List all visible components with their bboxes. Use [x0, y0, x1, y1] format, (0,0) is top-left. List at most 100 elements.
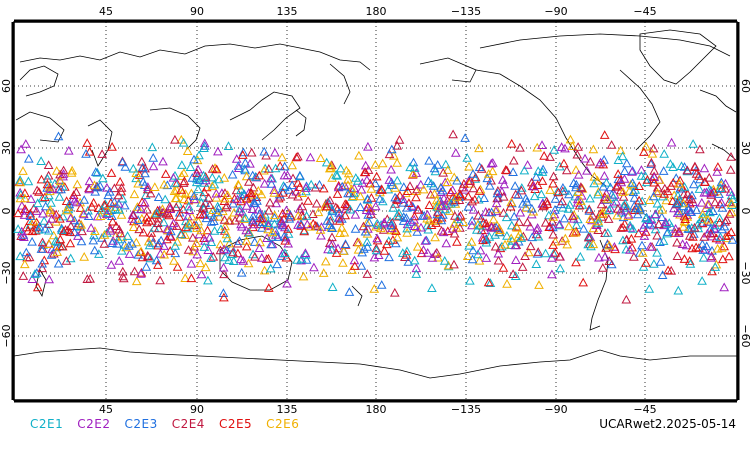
occultation-marker: [556, 142, 567, 151]
occultation-marker: [280, 235, 291, 245]
occultation-marker: [114, 255, 125, 265]
occultation-marker: [340, 180, 350, 190]
occultation-marker: [219, 196, 230, 205]
occultation-marker: [412, 184, 422, 194]
occultation-marker: [293, 211, 303, 220]
occultation-marker: [252, 195, 262, 205]
occultation-marker: [203, 275, 213, 285]
occultation-marker: [204, 200, 215, 209]
occultation-marker: [138, 176, 149, 186]
occultation-marker: [327, 223, 337, 232]
occultation-marker: [424, 215, 435, 225]
occultation-marker: [247, 217, 258, 226]
occultation-marker: [693, 223, 704, 233]
occultation-marker: [612, 210, 622, 220]
occultation-marker: [450, 147, 461, 157]
occultation-marker: [263, 224, 273, 234]
occultation-marker: [537, 167, 548, 176]
occultation-marker: [468, 204, 479, 214]
latitude-tick-label: 30: [0, 141, 13, 155]
occultation-marker: [214, 211, 225, 221]
occultation-marker: [339, 227, 350, 237]
occultation-marker: [402, 246, 412, 256]
occultation-marker: [512, 222, 522, 232]
occultation-marker: [263, 283, 274, 292]
occultation-marker: [332, 170, 343, 180]
occultation-marker: [641, 213, 651, 223]
occultation-marker: [602, 194, 613, 203]
occultation-marker: [586, 241, 596, 251]
occultation-marker: [637, 196, 648, 206]
occultation-marker: [57, 241, 68, 251]
legend-entry: C2E3: [124, 417, 158, 431]
occultation-marker: [44, 274, 55, 284]
occultation-marker: [215, 245, 226, 255]
occultation-marker: [402, 219, 413, 229]
occultation-marker: [96, 205, 107, 214]
occultation-marker: [27, 226, 38, 236]
occultation-marker: [710, 220, 720, 230]
occultation-marker: [210, 163, 220, 172]
occultation-marker: [616, 205, 626, 215]
longitude-tick-label: 135: [277, 5, 298, 18]
occultation-marker: [37, 258, 48, 268]
occultation-marker: [548, 178, 558, 188]
occultation-marker: [398, 212, 409, 221]
occultation-marker: [627, 166, 637, 176]
occultation-marker: [206, 237, 217, 246]
occultation-marker: [488, 214, 499, 224]
occultation-marker: [312, 221, 323, 231]
occultation-marker: [331, 169, 341, 179]
occultation-marker: [254, 243, 265, 252]
occultation-marker: [467, 220, 477, 230]
occultation-marker: [161, 209, 172, 218]
occultation-marker: [337, 181, 348, 191]
occultation-marker: [432, 207, 443, 216]
occultation-marker: [325, 195, 335, 205]
occultation-marker: [495, 225, 505, 234]
occultation-marker: [474, 186, 485, 195]
east-north-america-coast: [619, 69, 661, 151]
occultation-marker: [78, 209, 89, 219]
occultation-marker: [256, 252, 267, 262]
occultation-marker: [593, 189, 603, 199]
occultation-marker: [505, 201, 516, 211]
occultation-marker: [549, 144, 560, 154]
occultation-marker: [652, 182, 663, 192]
occultation-marker: [637, 247, 648, 257]
occultation-marker: [253, 185, 264, 195]
occultation-marker: [474, 255, 485, 265]
occultation-marker: [603, 214, 614, 223]
occultation-marker: [308, 209, 318, 218]
occultation-marker: [638, 223, 649, 232]
occultation-marker: [338, 246, 349, 255]
occultation-marker: [613, 169, 623, 178]
occultation-marker: [598, 159, 609, 169]
occultation-marker: [84, 184, 95, 194]
occultation-marker: [220, 252, 230, 262]
longitude-tick-label: 180: [366, 403, 387, 416]
occultation-marker: [143, 182, 153, 191]
occultation-marker: [672, 237, 682, 247]
occultation-marker: [139, 197, 150, 207]
occultation-marker: [301, 183, 311, 192]
longitude-tick-label: 180: [366, 5, 387, 18]
occultation-marker: [619, 166, 630, 175]
occultation-marker: [53, 131, 64, 141]
occultation-marker: [398, 194, 408, 203]
occultation-marker: [602, 228, 613, 237]
occultation-marker: [604, 240, 615, 250]
occultation-marker: [314, 179, 325, 189]
occultation-marker: [532, 225, 542, 234]
occultation-marker: [196, 225, 207, 235]
occultation-marker: [546, 252, 557, 262]
occultation-marker: [113, 190, 124, 200]
occultation-marker: [169, 186, 180, 195]
occultation-marker: [192, 223, 202, 232]
occultation-marker: [23, 153, 34, 163]
occultation-marker: [644, 284, 655, 293]
occultation-marker: [405, 162, 415, 172]
occultation-marker: [28, 203, 39, 213]
occultation-marker: [128, 222, 139, 231]
occultation-marker: [269, 210, 280, 220]
